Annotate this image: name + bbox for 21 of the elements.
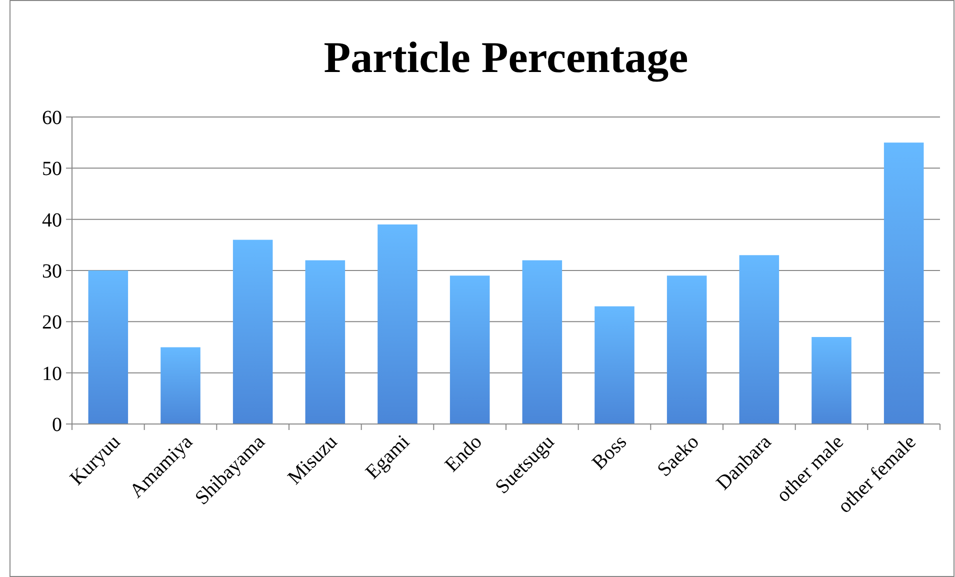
y-tick-label: 50 <box>42 158 62 180</box>
y-tick-label: 40 <box>42 209 62 232</box>
chart-title: Particle Percentage <box>324 33 688 82</box>
y-tick-label: 20 <box>42 312 62 334</box>
y-tick-label: 0 <box>52 414 62 436</box>
bar <box>812 337 852 424</box>
y-tick-label: 30 <box>42 260 62 282</box>
x-tick-label: Boss <box>588 430 632 474</box>
bar <box>884 142 924 424</box>
bar <box>160 347 200 424</box>
bar <box>450 276 490 424</box>
bar <box>594 306 634 424</box>
bar <box>378 224 418 424</box>
y-tick-label: 60 <box>42 107 62 129</box>
bar <box>522 260 562 424</box>
bar <box>666 276 707 424</box>
bar <box>232 240 273 424</box>
bar <box>88 270 128 424</box>
bar <box>739 255 780 424</box>
bar <box>305 260 346 424</box>
y-tick-label: 10 <box>42 362 62 385</box>
